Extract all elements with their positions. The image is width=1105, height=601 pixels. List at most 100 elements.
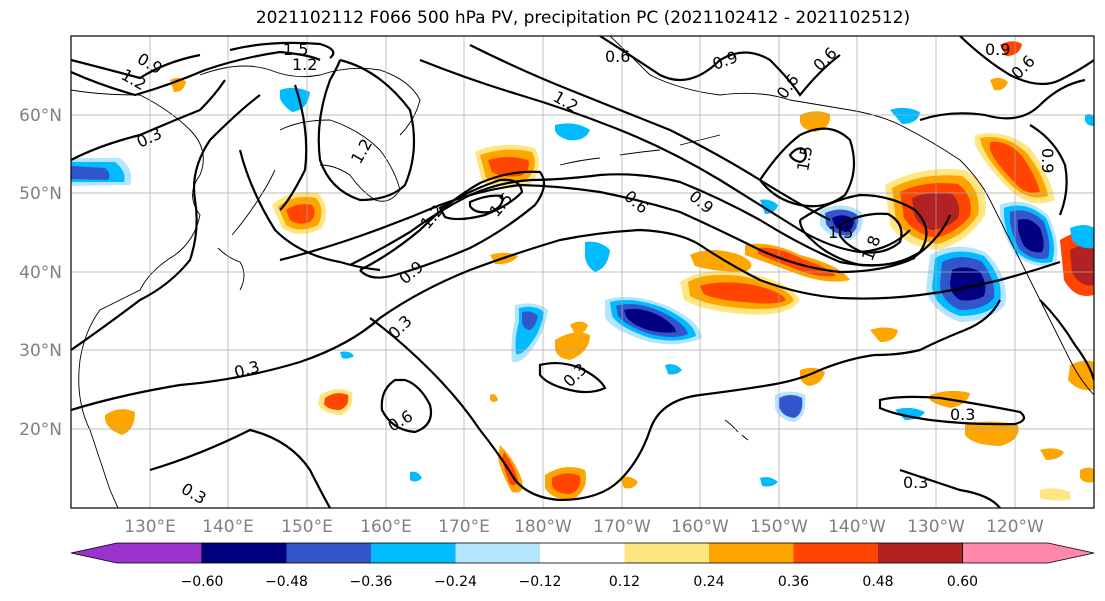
pv-contour-jet-1.5-loop <box>438 178 524 221</box>
pv-contour-east-0.3 <box>878 395 1026 426</box>
contour-label: 1.5 <box>793 144 816 172</box>
longitude-tick-label: 180°W <box>514 517 572 537</box>
pv-contour-alaska-loop <box>759 127 856 208</box>
colorbar-segment <box>624 543 709 563</box>
precip-blob-gulf-alaska-pos <box>885 169 986 250</box>
pv-contour-south-0.3 <box>149 428 331 508</box>
longitude-tick-label: 140°E <box>202 517 254 537</box>
colorbar-tick-label: 0.60 <box>947 574 978 590</box>
latitude-tick-label: 50°N <box>19 184 62 204</box>
colorbar-segment <box>202 543 287 563</box>
pv-contour-0.3-west <box>71 79 226 161</box>
precip-blob-aleutian-pos <box>475 144 539 187</box>
pv-contour-0.9-nw <box>71 53 201 80</box>
contour-label: 0.9 <box>985 40 1010 59</box>
longitude-axis: 130°E 140°E 150°E 160°E 170°E 180°W 170°… <box>124 517 1044 537</box>
pv-contour-jet-1.2-loop <box>359 170 546 279</box>
longitude-tick-label: 150°W <box>750 517 808 537</box>
graticule <box>71 36 1094 508</box>
longitude-tick-label: 170°W <box>593 517 651 537</box>
colorbar: −0.60 −0.48 −0.36 −0.24 −0.12 0.12 0.24 … <box>70 542 1095 590</box>
colorbar-segment <box>286 543 371 563</box>
colorbar-extend-max <box>962 542 1095 564</box>
pv-contour-subtrop-0.3 <box>369 299 1001 502</box>
longitude-tick-label: 150°E <box>281 517 333 537</box>
pv-contour-west-trough-2 <box>238 149 381 272</box>
colorbar-tick-label: −0.48 <box>265 574 308 590</box>
colorbar-tick-label: 0.24 <box>693 574 724 590</box>
coastline-hawaii <box>724 419 749 441</box>
contour-label: 1.2 <box>292 55 317 74</box>
coastline-okhotsk <box>199 65 421 136</box>
pv-contour-ne-0.6 <box>919 78 1086 122</box>
pv-contour-jet-0.9 <box>349 173 916 267</box>
longitude-tick-label: 160°E <box>360 517 412 537</box>
colorbar-tick-label: −0.12 <box>519 574 562 590</box>
colorbar-segment <box>371 543 456 563</box>
pv-contour-jet-0.3 <box>71 228 1061 412</box>
precip-small-neg-cells <box>280 87 1094 487</box>
coastline-alaska <box>609 36 1094 396</box>
latitude-tick-label: 60°N <box>19 106 62 126</box>
longitude-tick-label: 140°W <box>828 517 886 537</box>
colorbar-frame <box>201 542 963 564</box>
latitude-axis: 60°N 50°N 40°N 30°N 20°N <box>19 106 62 440</box>
longitude-tick-label: 130°W <box>907 517 965 537</box>
precip-blob-subtropical-neg <box>605 296 702 345</box>
pv-contour-se-0.3 <box>899 468 1001 508</box>
colorbar-segment <box>793 543 878 563</box>
longitude-tick-label: 170°E <box>438 517 490 537</box>
colorbar-segment <box>455 543 540 563</box>
contour-label: 1.5 <box>828 223 853 242</box>
colorbar-segment <box>540 543 625 563</box>
pv-contour-jet-0.6 <box>279 183 952 274</box>
contour-label: 0.3 <box>903 473 928 492</box>
precip-small-pos-cells <box>105 41 1094 501</box>
pv-contour-ne-0.9 <box>959 36 1094 86</box>
colorbar-tick-label: 0.12 <box>609 574 640 590</box>
latitude-tick-label: 20°N <box>19 420 62 440</box>
pv-contour-alaska-inner <box>788 147 807 164</box>
precip-blob-eastern-pacific-neg <box>820 205 1006 322</box>
pv-contour-gulf-1.5 <box>798 193 928 267</box>
colorbar-tick-label: 0.36 <box>778 574 809 590</box>
pv-contour-mid-0.3 <box>538 361 607 394</box>
colorbar-segment <box>709 543 794 563</box>
pv-contour-north-1.2 <box>419 58 911 254</box>
colorbar-tick-label: 0.48 <box>862 574 893 590</box>
colorbar-segment <box>878 543 963 563</box>
contour-label: 0.9 <box>1038 148 1057 173</box>
pv-contour-1.2-nw <box>71 50 321 97</box>
latitude-tick-label: 30°N <box>19 341 62 361</box>
coastline-east-asia <box>71 89 204 508</box>
precip-blob-pnw-neg <box>1000 201 1058 267</box>
colorbar-tick-label: −0.60 <box>181 574 224 590</box>
pv-contour-far-east <box>1039 299 1094 381</box>
latitude-tick-label: 40°N <box>19 263 62 283</box>
contour-label: 0.3 <box>950 405 975 424</box>
pv-contour-ne-0.9-east <box>1029 124 1068 216</box>
longitude-tick-label: 160°W <box>671 517 729 537</box>
pv-contour-west-trough <box>71 94 261 351</box>
pv-contour-kamchatka-inner <box>279 84 308 211</box>
pv-contour-kamchatka-loop <box>317 58 416 202</box>
pv-contours <box>71 36 1094 508</box>
precip-blob-west-neg <box>71 158 132 186</box>
map-frame <box>70 35 1095 509</box>
pv-contour-north-0.6 <box>599 36 841 97</box>
colorbar-tick-label: −0.24 <box>434 574 477 590</box>
longitude-tick-label: 130°E <box>124 517 176 537</box>
colorbar-tick-label: −0.36 <box>350 574 393 590</box>
pv-contour-1.5-top <box>229 41 335 59</box>
contour-label: 1.5 <box>283 40 308 59</box>
precip-negative-shading <box>71 87 1094 487</box>
contour-label: 0.6 <box>605 47 630 66</box>
pv-contour-jet-1.8-core <box>468 194 504 214</box>
colorbar-extend-min <box>70 542 203 564</box>
pv-contour-north-0.9 <box>469 44 831 221</box>
figure-title: 2021102112 F066 500 hPa PV, precipitatio… <box>255 8 911 28</box>
pv-contour-subtrop-0.6 <box>380 378 433 434</box>
longitude-tick-label: 120°W <box>986 517 1044 537</box>
pv-contour-gulf-1.8 <box>838 212 903 254</box>
